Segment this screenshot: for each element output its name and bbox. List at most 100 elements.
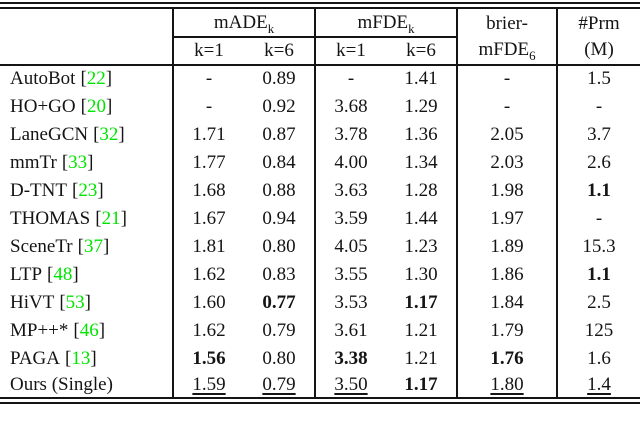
cite-bracket-close: ] bbox=[72, 263, 79, 285]
header-method-empty bbox=[0, 6, 173, 37]
value-cell: 15.3 bbox=[556, 232, 640, 261]
method-name: Ours (Single) bbox=[10, 373, 113, 395]
results-table: mADEk mFDEk brier- #Prm k=1 k=6 k=1 k=6 bbox=[0, 2, 640, 404]
metric-value: 1.89 bbox=[490, 235, 524, 257]
metric-value: 3.50 bbox=[334, 373, 368, 395]
metric-value: 15.3 bbox=[582, 235, 616, 257]
value-cell: 1.28 bbox=[386, 177, 457, 205]
made-label: mADE bbox=[213, 12, 268, 34]
cite-bracket-open: [ bbox=[77, 235, 84, 257]
metric-value: 1.29 bbox=[404, 95, 438, 117]
cite-bracket-open: [ bbox=[80, 68, 87, 89]
value-cell: 1.17 bbox=[386, 373, 457, 401]
metric-value: - bbox=[595, 207, 603, 229]
value-cell: 1.62 bbox=[172, 260, 244, 289]
metric-value: - bbox=[595, 95, 603, 117]
metric-value: 1.81 bbox=[192, 235, 226, 257]
method-cell: LTP [48] bbox=[0, 261, 173, 289]
method-name: PAGA bbox=[10, 347, 60, 369]
value-cell: 3.38 bbox=[314, 344, 386, 373]
value-cell: 1.76 bbox=[456, 344, 558, 373]
metric-value: - bbox=[205, 68, 213, 89]
metric-value: 3.53 bbox=[334, 291, 368, 313]
header-made-group: mADEk bbox=[172, 5, 315, 38]
value-cell: 1.5 bbox=[556, 64, 640, 93]
cite-bracket-close: ] bbox=[84, 291, 91, 313]
metric-value: 125 bbox=[584, 319, 614, 341]
method-name: THOMAS bbox=[10, 207, 91, 229]
value-cell: - bbox=[172, 92, 244, 121]
value-cell: 1.4 bbox=[556, 372, 640, 401]
citation-number: 46 bbox=[79, 319, 99, 341]
metric-value: 1.5 bbox=[587, 68, 611, 89]
citation-number: 20 bbox=[86, 95, 106, 117]
metric-value: 0.94 bbox=[262, 207, 296, 229]
metric-value: 0.92 bbox=[262, 95, 296, 117]
metric-value: 3.68 bbox=[334, 95, 368, 117]
mfde-label: mFDE bbox=[357, 12, 409, 34]
table-row: PAGA [13] 1.56 0.80 3.38 1.21 1.76 1.6 bbox=[0, 344, 640, 373]
metric-value: - bbox=[503, 68, 511, 89]
value-cell: 1.80 bbox=[456, 372, 558, 401]
table-row: SceneTr [37] 1.81 0.80 4.05 1.23 1.89 15.3 bbox=[0, 232, 640, 261]
value-cell: 1.21 bbox=[386, 345, 457, 373]
citation-number: 13 bbox=[71, 347, 91, 369]
value-cell: 1.36 bbox=[386, 121, 457, 149]
metric-value: - bbox=[503, 95, 511, 117]
metric-value: 0.80 bbox=[262, 347, 296, 369]
value-cell: 1.71 bbox=[172, 120, 244, 149]
method-name: HO+GO bbox=[10, 95, 76, 117]
metric-value: 0.87 bbox=[262, 123, 296, 145]
metric-value: 3.78 bbox=[334, 123, 368, 145]
metric-value: 1.86 bbox=[490, 263, 524, 285]
metric-value: 0.89 bbox=[262, 68, 296, 89]
value-cell: 0.87 bbox=[244, 121, 315, 149]
method-cell: mmTr [33] bbox=[0, 149, 173, 177]
header-made-k1: k=1 bbox=[172, 36, 244, 66]
value-cell: 3.7 bbox=[556, 120, 640, 149]
citation-number: 33 bbox=[68, 151, 88, 173]
value-cell: 3.50 bbox=[314, 372, 386, 401]
value-cell: 1.77 bbox=[172, 148, 244, 177]
metric-value: 1.98 bbox=[490, 179, 524, 201]
header-made-k6: k=6 bbox=[244, 36, 315, 66]
table-row: LTP [48] 1.62 0.83 3.55 1.30 1.86 1.1 bbox=[0, 260, 640, 289]
cite-bracket-close: ] bbox=[105, 68, 113, 89]
value-cell: 0.80 bbox=[244, 345, 315, 373]
metric-value: 2.05 bbox=[490, 123, 524, 145]
citation-number: 32 bbox=[99, 123, 119, 145]
value-cell: 0.89 bbox=[244, 65, 315, 93]
value-cell: 4.00 bbox=[314, 148, 386, 177]
metric-value: 1.80 bbox=[490, 373, 524, 395]
metric-value: 1.21 bbox=[404, 319, 438, 341]
method-cell: AutoBot [22] bbox=[0, 65, 173, 93]
metric-value: 1.23 bbox=[404, 235, 438, 257]
metric-value: 1.79 bbox=[490, 319, 524, 341]
table-row: HO+GO [20] - 0.92 3.68 1.29 - - bbox=[0, 92, 640, 121]
value-cell: - bbox=[172, 64, 244, 93]
brier-sub: 6 bbox=[529, 47, 536, 63]
method-name: AutoBot bbox=[10, 68, 76, 89]
value-cell: 0.79 bbox=[244, 317, 315, 345]
metric-value: 3.63 bbox=[334, 179, 368, 201]
value-cell: 3.63 bbox=[314, 176, 386, 205]
value-cell: 2.6 bbox=[556, 148, 640, 177]
cite-bracket-open: [ bbox=[95, 207, 102, 229]
header-row-k: k=1 k=6 k=1 k=6 mFDE6 (M) bbox=[0, 36, 640, 66]
cite-bracket-close: ] bbox=[118, 123, 125, 145]
metric-value: 0.80 bbox=[262, 235, 296, 257]
value-cell: - bbox=[456, 92, 558, 121]
value-cell: 1.97 bbox=[456, 204, 558, 233]
brier-label-top: brier- bbox=[486, 12, 528, 34]
method-name: D-TNT bbox=[10, 179, 67, 201]
value-cell: 3.59 bbox=[314, 204, 386, 233]
metric-value: 1.59 bbox=[192, 373, 226, 395]
cite-bracket-open: [ bbox=[61, 151, 69, 173]
value-cell: 1.44 bbox=[386, 205, 457, 233]
metric-value: 3.61 bbox=[334, 319, 368, 341]
metric-value: 1.97 bbox=[490, 207, 524, 229]
value-cell: 1.68 bbox=[172, 176, 244, 205]
table-row: Ours (Single) 1.59 0.79 3.50 1.17 1.80 1.4 bbox=[0, 372, 640, 401]
metric-value: 1.41 bbox=[404, 68, 438, 89]
value-cell: 3.55 bbox=[314, 260, 386, 289]
